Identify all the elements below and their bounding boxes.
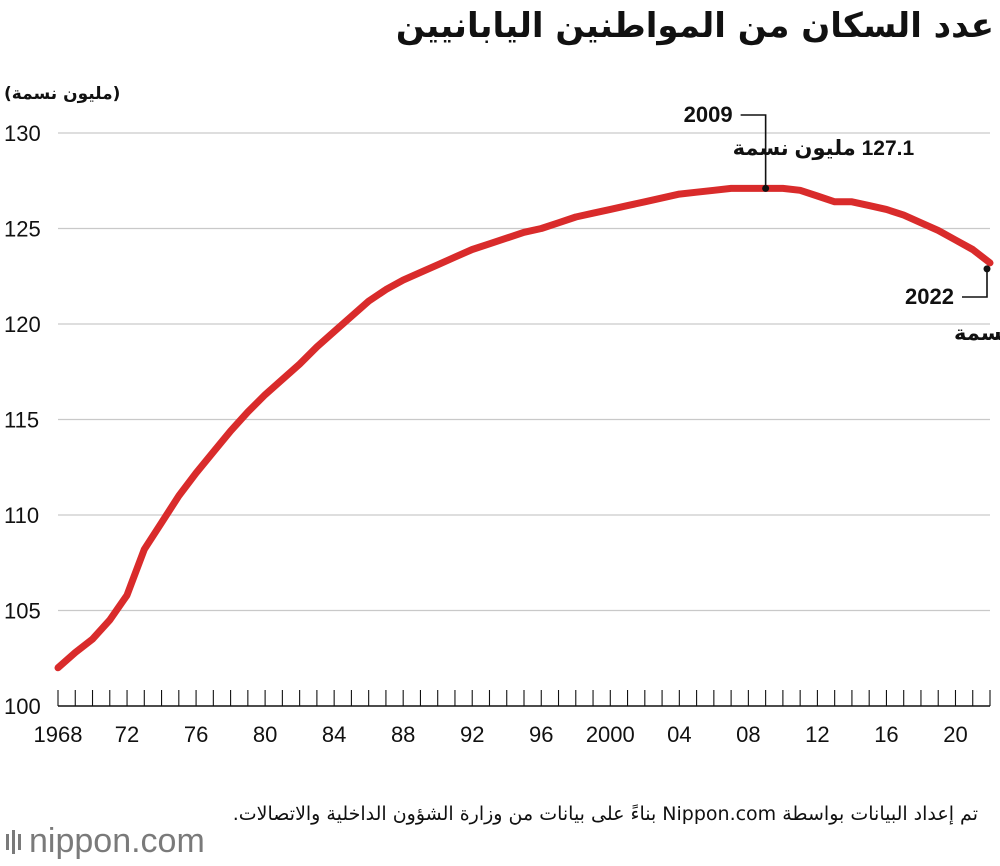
x-tick-label: 16: [874, 722, 898, 747]
x-tick-label: 84: [322, 722, 346, 747]
source-note: تم إعداد البيانات بواسطة Nippon.com بناء…: [232, 803, 978, 825]
x-tick-label: 88: [391, 722, 415, 747]
y-tick-label: 100: [4, 694, 41, 719]
x-tick-label: 92: [460, 722, 484, 747]
annotation-leader: [740, 114, 767, 189]
y-tick-label: 130: [4, 121, 41, 146]
annotation-year: 2009: [684, 102, 733, 127]
line-chart: 100 105 110 115 120 125 130 1968 72 76 80 84 88 92 96…: [4, 102, 1000, 747]
annotation-value: 127.1 مليون نسمة: [733, 137, 915, 160]
x-tick-label: 80: [253, 722, 277, 747]
y-axis-unit-label: (مليون نسمة): [4, 84, 121, 104]
x-tick-label: 1968: [34, 722, 83, 747]
y-tick-label: 110: [4, 503, 39, 528]
annotation-value: 123.2 مليون نسمة: [954, 322, 1000, 345]
x-axis-tick-labels: 1968 72 76 80 84 88 92 96 2000 04 08 12 16 20: [34, 722, 968, 747]
x-tick-label: 96: [529, 722, 553, 747]
nippon-logo[interactable]: nippon.com: [6, 822, 205, 861]
y-tick-label: 115: [4, 408, 39, 433]
logo-text: nippon.com: [29, 822, 205, 860]
x-tick-label: 04: [667, 722, 691, 747]
y-axis-tick-labels: 100 105 110 115 120 125 130: [4, 121, 41, 719]
grid-lines: [58, 132, 990, 612]
annotation-leader: [962, 268, 988, 298]
x-tick-label: 12: [805, 722, 829, 747]
chart-title: عدد السكان من المواطنين اليابانيين: [395, 6, 994, 46]
logo-bars-icon: [6, 829, 21, 854]
x-axis: [57, 690, 991, 707]
y-tick-label: 125: [4, 217, 41, 242]
x-tick-label: 20: [943, 722, 967, 747]
x-tick-label: 08: [736, 722, 760, 747]
x-tick-label: 72: [115, 722, 139, 747]
annotation-year: 2022: [905, 284, 954, 309]
population-line: [54, 184, 994, 672]
data-series: [54, 184, 994, 672]
x-tick-label: 2000: [586, 722, 635, 747]
y-tick-label: 120: [4, 312, 41, 337]
x-tick-label: 76: [184, 722, 208, 747]
y-tick-label: 105: [4, 599, 41, 624]
